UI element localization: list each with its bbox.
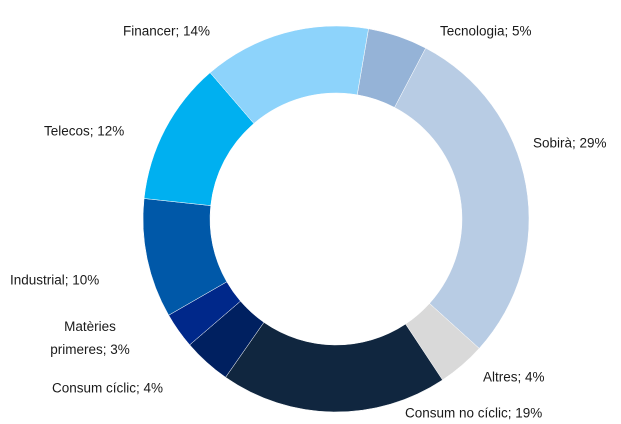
data-label: Consum cíclic; 4% — [52, 380, 164, 396]
data-label: Altres; 4% — [483, 369, 545, 385]
data-label: Consum no cíclic; 19% — [405, 405, 543, 421]
data-label: Tecnologia; 5% — [440, 23, 532, 39]
data-label: Matèries primeres; 3% — [50, 319, 130, 357]
data-label: Financer; 14% — [123, 23, 211, 39]
data-label: Sobirà; 29% — [533, 135, 607, 151]
donut-segment — [394, 47, 530, 349]
data-label: Telecos; 12% — [44, 123, 125, 139]
donut-segment — [225, 321, 443, 413]
donut-segment — [209, 25, 369, 124]
data-label: Industrial; 10% — [10, 272, 100, 288]
